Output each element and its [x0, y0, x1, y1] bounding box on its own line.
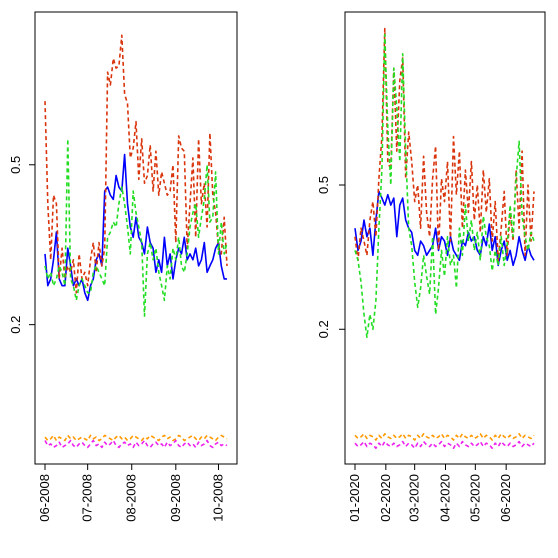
panel-1: 0.2 0.5 06-2008 07-2008 08-2008 09-2008 10-200…	[8, 11, 238, 522]
series-line-5	[354, 440, 535, 450]
series-line-1	[354, 190, 535, 267]
y-tick-label: 0.5	[316, 176, 331, 194]
series-line-2	[44, 34, 228, 294]
series-line-5	[44, 439, 228, 449]
series-line-4	[354, 432, 535, 441]
x-tick-label: 06-2020	[498, 474, 513, 522]
x-tick-label: 03-2020	[407, 474, 422, 522]
x-tick-label: 05-2020	[467, 474, 482, 522]
series-line-3	[354, 33, 535, 339]
x-tick-label: 04-2020	[437, 474, 452, 522]
x-tick-label: 08-2008	[124, 474, 139, 522]
y-tick-label: 0.2	[8, 316, 23, 334]
x-tick-label: 06-2008	[37, 474, 52, 522]
panel-2: 0.2 0.5 01-2020 02-2020 03-2020 04-2020 05-202…	[316, 11, 546, 522]
x-tick-label: 07-2008	[80, 474, 95, 522]
series-line-2	[354, 27, 535, 262]
y-tick-label: 0.2	[316, 320, 331, 338]
x-tick-label: 09-2008	[168, 474, 183, 522]
series-line-4	[44, 434, 228, 442]
plot-frame	[34, 11, 238, 465]
x-tick-label: 10-2008	[210, 474, 225, 522]
series-line-3	[44, 138, 228, 317]
y-tick-label: 0.5	[8, 156, 23, 174]
x-tick-label: 01-2020	[347, 474, 362, 522]
x-tick-label: 02-2020	[378, 474, 393, 522]
